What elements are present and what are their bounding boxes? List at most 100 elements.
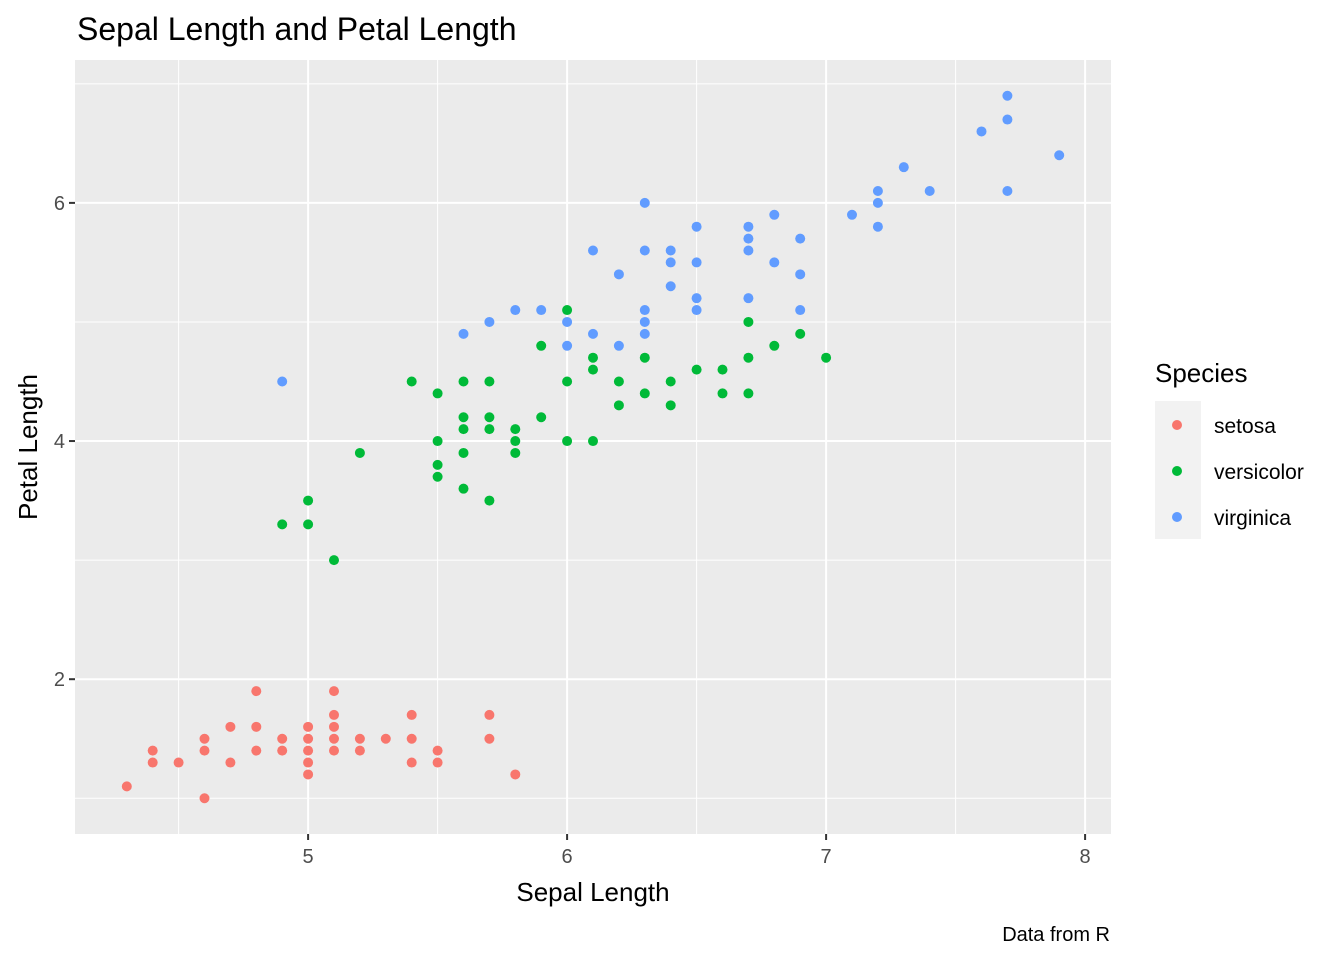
- data-point-versicolor: [458, 424, 469, 435]
- data-point-versicolor: [484, 412, 495, 423]
- data-points: [121, 90, 1065, 804]
- data-point-versicolor: [536, 340, 547, 351]
- data-point-virginica: [613, 269, 624, 280]
- data-point-virginica: [872, 185, 883, 196]
- y-axis-title: Petal Length: [13, 374, 43, 520]
- data-point-virginica: [665, 281, 676, 292]
- data-point-virginica: [743, 245, 754, 256]
- data-point-virginica: [795, 305, 806, 316]
- data-point-virginica: [588, 328, 598, 339]
- data-point-versicolor: [354, 447, 365, 458]
- data-point-virginica: [872, 197, 883, 208]
- data-point-virginica: [484, 316, 495, 327]
- data-point-versicolor: [484, 376, 495, 387]
- data-point-setosa: [354, 733, 365, 744]
- data-point-setosa: [406, 757, 417, 768]
- data-point-setosa: [484, 733, 495, 744]
- data-point-virginica: [691, 221, 702, 232]
- data-point-versicolor: [743, 316, 754, 327]
- data-point-versicolor: [588, 436, 598, 447]
- data-point-virginica: [639, 245, 650, 256]
- x-axis-ticks: 5 6 7 8: [303, 834, 1091, 868]
- data-point-virginica: [872, 221, 883, 232]
- data-point-virginica: [1002, 90, 1013, 101]
- data-point-setosa: [277, 733, 288, 744]
- y-axis-ticks: 2 4 6: [54, 193, 75, 691]
- legend: setosa versicolor virginica: [1172, 415, 1304, 530]
- data-point-setosa: [303, 757, 314, 768]
- data-point-virginica: [743, 293, 754, 304]
- data-point-versicolor: [562, 436, 573, 447]
- data-point-versicolor: [588, 352, 598, 363]
- data-point-versicolor: [510, 424, 521, 435]
- data-point-versicolor: [536, 412, 547, 423]
- data-point-versicolor: [665, 400, 676, 411]
- data-point-virginica: [536, 305, 547, 316]
- data-point-virginica: [562, 340, 573, 351]
- data-point-virginica: [743, 233, 754, 244]
- data-point-virginica: [691, 257, 702, 268]
- data-point-virginica: [769, 257, 780, 268]
- data-point-virginica: [562, 316, 573, 327]
- data-point-setosa: [277, 745, 288, 756]
- data-point-setosa: [147, 745, 158, 756]
- data-point-versicolor: [639, 388, 650, 399]
- minor-gridlines: [75, 60, 1111, 834]
- data-point-versicolor: [432, 471, 443, 482]
- data-point-versicolor: [510, 436, 521, 447]
- legend-label-versicolor: versicolor: [1214, 461, 1304, 484]
- data-point-virginica: [613, 340, 624, 351]
- data-point-versicolor: [769, 340, 780, 351]
- caption: Data from R: [1002, 924, 1110, 946]
- data-point-versicolor: [562, 305, 573, 316]
- data-point-virginica: [458, 328, 469, 339]
- data-point-versicolor: [665, 376, 676, 387]
- data-point-versicolor: [743, 352, 754, 363]
- data-point-virginica: [924, 185, 935, 196]
- x-tick-label: 6: [562, 846, 573, 868]
- data-point-virginica: [847, 209, 857, 220]
- plot-panel: [75, 60, 1111, 834]
- x-tick-label: 7: [821, 846, 832, 868]
- data-point-setosa: [251, 745, 262, 756]
- data-point-virginica: [510, 305, 521, 316]
- data-point-versicolor: [432, 436, 443, 447]
- data-point-versicolor: [795, 328, 806, 339]
- data-point-versicolor: [613, 400, 624, 411]
- data-point-virginica: [898, 162, 909, 173]
- data-point-virginica: [1002, 185, 1013, 196]
- data-point-setosa: [251, 721, 262, 732]
- data-point-virginica: [976, 126, 987, 137]
- data-point-virginica: [639, 197, 650, 208]
- data-point-setosa: [225, 721, 236, 732]
- data-point-setosa: [121, 781, 132, 792]
- data-point-setosa: [225, 757, 236, 768]
- data-point-setosa: [303, 745, 314, 756]
- data-point-virginica: [1002, 114, 1013, 125]
- data-point-setosa: [251, 686, 262, 697]
- data-point-versicolor: [484, 424, 495, 435]
- data-point-virginica: [1054, 150, 1065, 161]
- data-point-setosa: [510, 769, 521, 780]
- data-point-virginica: [795, 233, 806, 244]
- y-tick-label: 2: [54, 669, 65, 691]
- data-point-versicolor: [510, 447, 521, 458]
- data-point-versicolor: [432, 388, 443, 399]
- data-point-virginica: [769, 209, 780, 220]
- legend-key-versicolor: [1172, 466, 1182, 476]
- legend-key-virginica: [1172, 512, 1182, 522]
- data-point-setosa: [329, 709, 339, 720]
- data-point-versicolor: [458, 412, 469, 423]
- legend-label-virginica: virginica: [1214, 507, 1291, 530]
- data-point-setosa: [406, 733, 417, 744]
- data-point-versicolor: [743, 388, 754, 399]
- data-point-versicolor: [588, 364, 598, 375]
- data-point-virginica: [665, 257, 676, 268]
- data-point-virginica: [795, 269, 806, 280]
- data-point-versicolor: [717, 388, 728, 399]
- data-point-setosa: [432, 745, 443, 756]
- data-point-setosa: [199, 745, 210, 756]
- x-tick-label: 8: [1080, 846, 1091, 868]
- data-point-versicolor: [432, 459, 443, 470]
- y-tick-label: 6: [54, 193, 65, 215]
